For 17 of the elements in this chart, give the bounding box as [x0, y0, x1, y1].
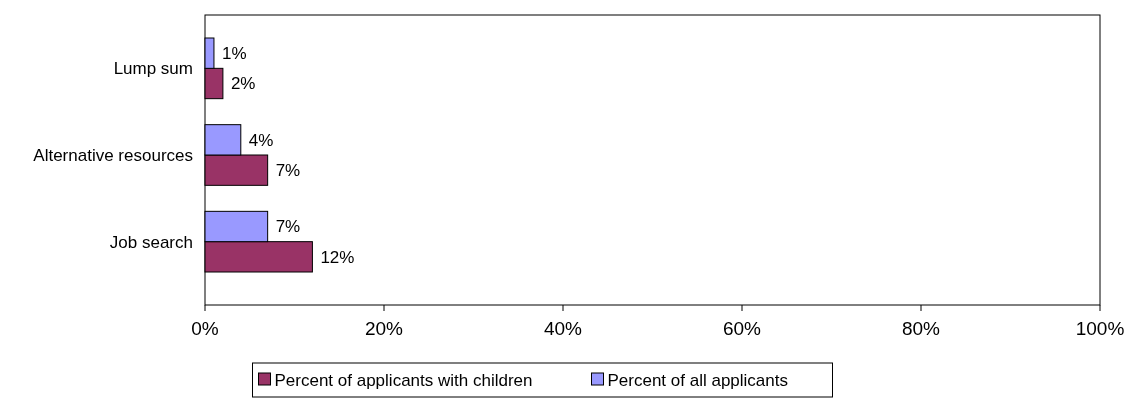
data-label: 12% — [320, 247, 355, 267]
x-tick-label: 20% — [364, 318, 404, 339]
y-tick-label: Alternative resources — [33, 145, 193, 165]
data-label: 7% — [275, 217, 301, 237]
y-tick-label: Lump sum — [113, 59, 193, 79]
x-tick-label: 60% — [722, 318, 762, 339]
x-tick-label: 100% — [1075, 318, 1125, 339]
legend-label: Percent of applicants with children — [274, 370, 533, 390]
x-tick-label: 40% — [543, 318, 583, 339]
data-label: 1% — [221, 44, 247, 64]
x-tick-label: 80% — [901, 318, 941, 339]
y-tick-label: Job search — [109, 232, 193, 252]
legend-label: Percent of all applicants — [607, 370, 788, 390]
data-label: 2% — [230, 74, 256, 94]
data-label: 7% — [275, 161, 301, 181]
data-label: 4% — [248, 130, 274, 150]
x-tick-label: 0% — [191, 318, 219, 339]
